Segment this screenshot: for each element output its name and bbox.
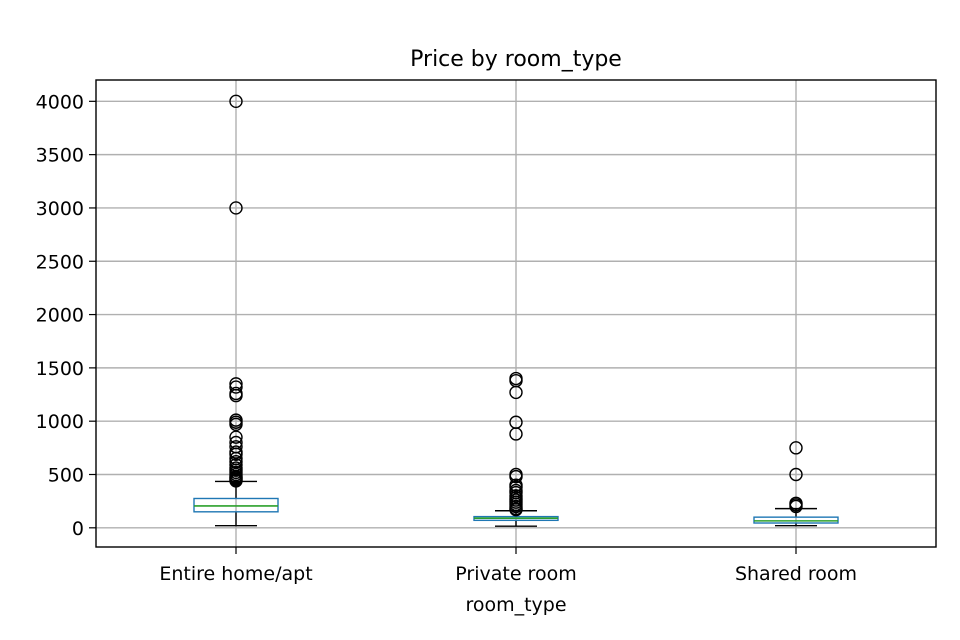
plot-area — [193, 94, 839, 527]
outlier-point — [229, 447, 243, 461]
y-tick-label: 4000 — [36, 91, 84, 113]
outlier-point — [229, 201, 243, 215]
x-tick-label: Shared room — [735, 563, 857, 585]
grid-lines — [96, 80, 936, 547]
x-tick-label: Entire home/apt — [159, 563, 312, 585]
outlier-point — [509, 385, 523, 400]
y-tick-label: 3000 — [36, 198, 84, 220]
outlier-point — [229, 474, 243, 488]
box-group-1 — [193, 94, 279, 527]
y-tick-label: 2500 — [36, 251, 84, 273]
outlier-point — [229, 388, 243, 403]
y-tick-label: 1000 — [36, 411, 84, 433]
outlier-point — [509, 502, 523, 517]
outlier-point — [229, 94, 243, 109]
outlier-point — [509, 480, 523, 494]
y-tick-label: 3500 — [36, 145, 84, 167]
box-group-3 — [753, 441, 839, 527]
x-axis-ticks: Entire home/apt Private room Shared room — [159, 547, 857, 585]
outlier-point — [229, 417, 243, 432]
x-axis-label: room_type — [465, 594, 566, 616]
outlier-point — [229, 430, 243, 444]
y-axis-ticks: 0 500 1000 1500 2000 2500 3000 3500 4000 — [36, 91, 96, 540]
outlier-point — [229, 380, 243, 394]
outlier-point — [789, 441, 803, 455]
outlier-point — [789, 467, 803, 482]
outlier-point — [509, 427, 523, 441]
y-tick-label: 0 — [72, 518, 84, 540]
y-tick-label: 2000 — [36, 305, 84, 327]
outlier-point — [509, 469, 523, 484]
outlier-point — [789, 499, 803, 514]
outlier-point — [229, 455, 243, 469]
y-tick-label: 500 — [48, 464, 84, 486]
y-tick-label: 1500 — [36, 358, 84, 380]
x-tick-label: Private room — [455, 563, 576, 585]
chart-title: Price by room_type — [410, 47, 622, 72]
box-group-2 — [473, 371, 559, 527]
